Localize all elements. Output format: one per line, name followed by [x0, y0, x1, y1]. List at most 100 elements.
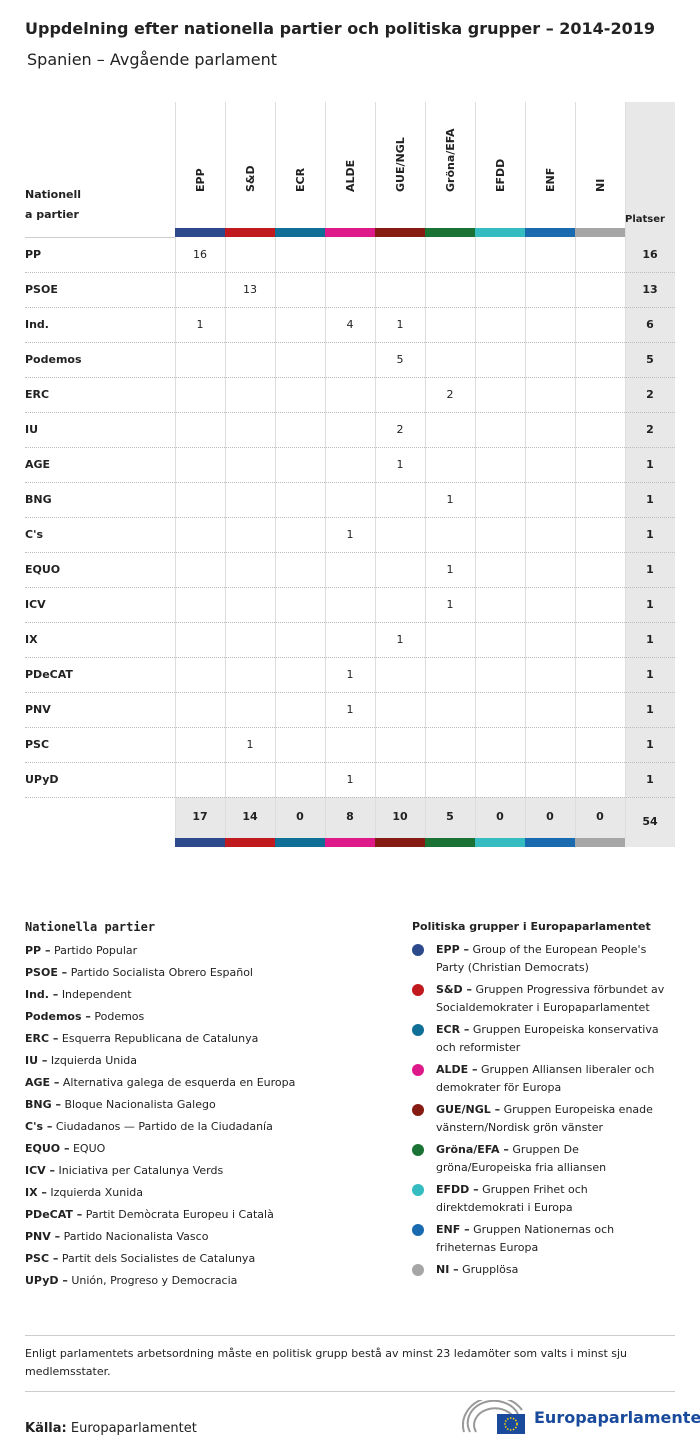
legend-name: Gruppen Europeiska enade vänstern/Nordis… [436, 1103, 653, 1134]
column-total: 5 [446, 810, 454, 823]
column-line [475, 102, 476, 838]
group-legend-item: ECR – Gruppen Europeiska konservativa oc… [412, 1021, 677, 1061]
row-total: 6 [646, 318, 654, 331]
legend-abbr: IX – [25, 1186, 47, 1199]
row-total: 1 [646, 773, 654, 786]
row-total: 1 [646, 563, 654, 576]
group-color-bar [575, 838, 625, 847]
group-color-bar [225, 838, 275, 847]
column-line [425, 102, 426, 838]
party-legend-item: PSOE – Partido Socialista Obrero Español [25, 964, 395, 986]
column-line [225, 102, 226, 838]
party-legend-item: PNV – Partido Nacionalista Vasco [25, 1228, 395, 1250]
row-total: 1 [646, 598, 654, 611]
legend-abbr: PSC – [25, 1252, 59, 1265]
legend-dot [412, 1184, 424, 1196]
party-legend: Nationella partier PP – Partido Popular PS… [25, 920, 395, 1294]
party-name: ERC [25, 388, 50, 401]
party-name: PSC [25, 738, 50, 751]
group-color-bar [175, 228, 225, 237]
cell-value: 1 [346, 668, 354, 681]
group-legend-item: EPP – Group of the European People's Par… [412, 941, 677, 981]
row-total: 1 [646, 738, 654, 751]
cell-value: 1 [446, 598, 454, 611]
cell-value: 1 [346, 773, 354, 786]
group-color-bar [225, 228, 275, 237]
party-name: PP [25, 248, 42, 261]
column-total: 8 [346, 810, 354, 823]
column-total: 10 [392, 810, 408, 823]
legend-abbr: UPyD – [25, 1274, 68, 1287]
grand-total: 54 [642, 815, 658, 828]
legend-abbr: BNG – [25, 1098, 61, 1111]
group-legend-item: ALDE – Gruppen Alliansen liberaler och d… [412, 1061, 677, 1101]
legend-dot [412, 1144, 424, 1156]
party-legend-item: Podemos – Podemos [25, 1008, 395, 1030]
row-total: 1 [646, 458, 654, 471]
row-line [25, 272, 675, 273]
cell-value: 1 [446, 493, 454, 506]
party-name: UPyD [25, 773, 59, 786]
party-legend-item: Ind. – Independent [25, 986, 395, 1008]
legend-name: Izquierda Unida [50, 1054, 138, 1067]
party-legend-item: ERC – Esquerra Republicana de Catalunya [25, 1030, 395, 1052]
cell-value: 1 [346, 528, 354, 541]
party-name: PSOE [25, 283, 58, 296]
row-total: 1 [646, 493, 654, 506]
legend-name: Gruppen Alliansen liberaler och demokrat… [436, 1063, 655, 1094]
legend-name: Podemos [94, 1010, 145, 1023]
party-legend-item: PDeCAT – Partit Demòcrata Europeu i Cata… [25, 1206, 395, 1228]
cell-value: 1 [246, 738, 254, 751]
party-legend-item: PSC – Partit dels Socialistes de Catalun… [25, 1250, 395, 1272]
group-color-bar [175, 838, 225, 847]
legend-dot [412, 944, 424, 956]
legend-dot [412, 1104, 424, 1116]
party-name: IU [25, 423, 39, 436]
legend-abbr: EQUO – [25, 1142, 70, 1155]
legend-name: Gruppen De gröna/Europeiska fria allians… [436, 1143, 607, 1174]
legend-name: EQUO [72, 1142, 106, 1155]
column-total: 14 [242, 810, 258, 823]
logo-icon [462, 1400, 525, 1434]
row-line [25, 482, 675, 483]
column-total: 0 [496, 810, 504, 823]
group-legend-item: NI – Grupplösa [412, 1261, 677, 1301]
legend-abbr: PDeCAT – [25, 1208, 83, 1221]
legend-name: Bloque Nacionalista Galego [64, 1098, 216, 1111]
row-line [25, 342, 675, 343]
legend-abbr: C's – [25, 1120, 53, 1133]
legend-dot [412, 1064, 424, 1076]
row-line [25, 552, 675, 553]
row-line [25, 657, 675, 658]
total-column-bg [625, 102, 675, 847]
legend-abbr: S&D – [436, 983, 472, 996]
party-name: Podemos [25, 353, 82, 366]
legend-name: Esquerra Republicana de Catalunya [61, 1032, 259, 1045]
group-color-bar [275, 228, 325, 237]
party-legend-item: IU – Izquierda Unida [25, 1052, 395, 1074]
row-line [25, 377, 675, 378]
legend-title: Politiska grupper i Europaparlamentet [412, 920, 651, 933]
title: Uppdelning efter nationella partier och … [25, 19, 655, 38]
legend-name: Partit dels Socialistes de Catalunya [61, 1252, 256, 1265]
party-name: PDeCAT [25, 668, 73, 681]
legend-abbr: ECR – [436, 1023, 470, 1036]
row-line [25, 692, 675, 693]
legend-abbr: Gröna/EFA – [436, 1143, 509, 1156]
legend-name: Partido Nacionalista Vasco [63, 1230, 209, 1243]
legend-dot [412, 1224, 424, 1236]
party-legend-item: ICV – Iniciativa per Catalunya Verds [25, 1162, 395, 1184]
group-color-bar [525, 838, 575, 847]
legend-name: Ciudadanos — Partido de la Ciudadanía [55, 1120, 273, 1133]
party-name: EQUO [25, 563, 61, 576]
column-total: 0 [296, 810, 304, 823]
source: Källa: Europaparlamentet [25, 1421, 197, 1436]
legend-name: Group of the European People's Party (Ch… [436, 943, 647, 974]
row-line [25, 517, 675, 518]
party-name: AGE [25, 458, 51, 471]
legend-dot [412, 984, 424, 996]
column-line [625, 102, 626, 838]
party-legend-item: PP – Partido Popular [25, 942, 395, 964]
logo-text: Europaparlamentet [534, 1408, 700, 1427]
